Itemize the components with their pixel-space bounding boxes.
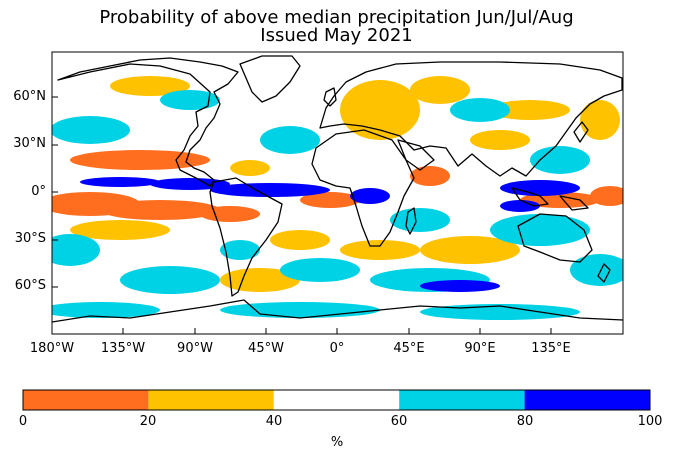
colorbar (22, 389, 651, 411)
probability-patch (270, 230, 330, 250)
coastline-new-guinea (559, 195, 589, 211)
probability-patch (580, 100, 620, 140)
probability-patch (150, 178, 230, 190)
probability-patch (200, 206, 260, 222)
colorbar-tick-60: 60 (390, 414, 408, 429)
lat-label-60s: 60°S (14, 278, 46, 293)
probability-patch (340, 240, 420, 260)
coastlines (52, 55, 623, 323)
coastline-new-zealand (597, 263, 611, 283)
colorbar-frame (22, 389, 651, 411)
lon-label-0: 0° (329, 341, 345, 356)
probability-patch (490, 214, 590, 246)
probability-patch (220, 240, 260, 260)
probability-patch (420, 236, 520, 264)
probability-patch (260, 126, 320, 154)
map-area (52, 52, 623, 334)
lon-label-90w: 90°W (177, 341, 213, 356)
probability-patch (100, 200, 220, 220)
probability-patch (52, 116, 130, 144)
coastline-uk (323, 87, 337, 107)
colorbar-tick-20: 20 (139, 414, 157, 429)
probability-patch (70, 150, 210, 170)
lon-label-45w: 45°W (248, 341, 284, 356)
probability-patch (530, 146, 590, 174)
probability-patch (350, 188, 390, 204)
probability-patch (220, 302, 380, 318)
colorbar-bin-80-100 (524, 390, 650, 410)
lon-label-135e: 135°E (531, 341, 571, 356)
lat-label-30s: 30°S (14, 231, 46, 246)
lat-label-30n: 30°N (13, 136, 46, 151)
lon-label-135w: 135°W (100, 341, 146, 356)
lon-label-45e: 45°E (393, 341, 425, 356)
colorbar-bin-0-20 (23, 390, 149, 410)
probability-patch (160, 90, 220, 110)
lon-label-180w: 180°W (29, 341, 75, 356)
probability-patch (500, 180, 580, 196)
probability-patch (280, 258, 360, 282)
lon-label-90e: 90°E (464, 341, 496, 356)
probability-patch (500, 200, 540, 212)
coastline-south-america (209, 177, 283, 297)
probability-patch (210, 183, 330, 197)
probability-patch (230, 160, 270, 176)
coastline-japan (573, 121, 589, 143)
probability-patch (120, 266, 220, 294)
coastline-greenland (239, 55, 301, 103)
coastline-africa (311, 129, 415, 247)
coastline-australia (517, 213, 593, 263)
colorbar-tick-100: 100 (637, 414, 663, 429)
colorbar-tick-80: 80 (516, 414, 534, 429)
colorbar-bin-20-40 (148, 390, 274, 410)
probability-patch (52, 302, 160, 318)
probability-patch (490, 100, 570, 120)
coastline-eurasia (319, 61, 623, 177)
probability-patch (340, 80, 420, 140)
probability-patch (570, 254, 623, 286)
probability-patch (52, 234, 100, 266)
coastline-antarctica (52, 299, 623, 323)
colorbar-unit-label: % (330, 435, 344, 450)
probability-patch (410, 166, 450, 186)
probability-patch (420, 280, 500, 292)
probability-patch (410, 76, 470, 104)
probability-patch (450, 98, 510, 122)
map-title: Probability of above median precipitatio… (99, 7, 574, 28)
coastline-arabia (397, 139, 435, 171)
colorbar-tick-0: 0 (18, 414, 28, 429)
axis-ticks (51, 96, 552, 334)
lat-label-60n: 60°N (13, 89, 46, 104)
coastline-indonesia (511, 187, 549, 207)
probability-patch (80, 177, 160, 187)
lat-label-0: 0° (31, 184, 46, 199)
coastline-madagascar (405, 207, 417, 235)
probability-patch (70, 220, 170, 240)
coastline-north-america (57, 57, 239, 187)
probability-patch (470, 130, 530, 150)
probability-patch (390, 208, 450, 232)
probability-patch (110, 76, 190, 96)
probability-patch (590, 186, 623, 206)
colorbar-tick-40: 40 (265, 414, 283, 429)
colorbar-bin-40-60 (273, 390, 400, 410)
map-subtitle: Issued May 2021 (260, 25, 413, 46)
colorbar-bin-60-80 (399, 390, 525, 410)
probability-patch (300, 192, 360, 208)
